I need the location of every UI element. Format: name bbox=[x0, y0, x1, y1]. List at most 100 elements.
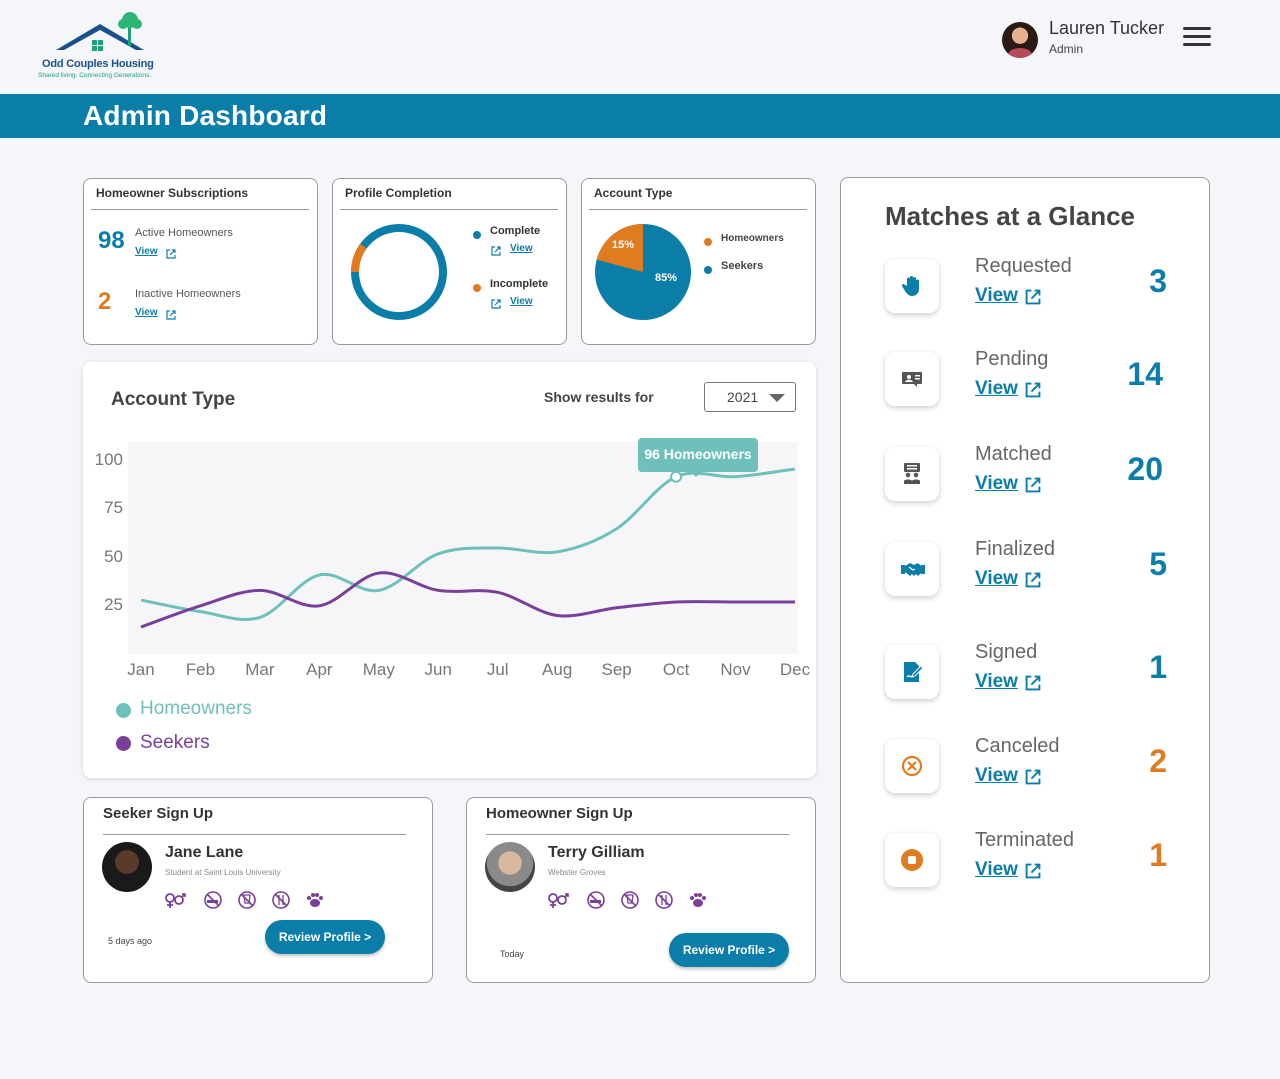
external-link-icon[interactable] bbox=[491, 299, 501, 309]
matched-view-link[interactable]: View bbox=[975, 473, 1018, 494]
hamburger-menu-icon[interactable] bbox=[1183, 27, 1211, 47]
brand-logo[interactable]: Odd Couples Housing Shared living. Conne… bbox=[38, 10, 168, 82]
homeowner-subscriptions-card: Homeowner Subscriptions 98 Active Homeow… bbox=[83, 178, 318, 345]
profile-completion-card: Profile Completion Complete View Incompl… bbox=[332, 178, 567, 345]
review-profile-button[interactable]: Review Profile > bbox=[265, 920, 385, 954]
avatar[interactable] bbox=[1002, 22, 1038, 58]
external-link-icon[interactable] bbox=[1025, 477, 1041, 493]
requested-view-link[interactable]: View bbox=[975, 285, 1018, 306]
show-results-label: Show results for bbox=[544, 389, 654, 405]
external-link-icon[interactable] bbox=[1025, 863, 1041, 879]
pie-homeowners-slice bbox=[596, 223, 643, 272]
y-tick-label: 25 bbox=[104, 594, 123, 614]
x-tick-label: Nov bbox=[720, 660, 751, 679]
account-type-card: Account Type 15% 85% Homeowners Seekers bbox=[581, 178, 816, 345]
x-tick-label: Dec bbox=[779, 660, 811, 679]
incomplete-view-link[interactable]: View bbox=[510, 296, 533, 307]
divider bbox=[103, 834, 406, 835]
homeowner-name: Terry Gilliam bbox=[548, 844, 645, 861]
match-label: Finalized bbox=[975, 538, 1056, 560]
divider bbox=[340, 209, 558, 210]
gender-icon bbox=[165, 893, 186, 908]
external-link-icon[interactable] bbox=[1025, 572, 1041, 588]
homeowners-series-label: Homeowners bbox=[140, 698, 252, 719]
divider bbox=[91, 209, 309, 210]
match-count: 5 bbox=[1149, 546, 1167, 582]
chevron-down-icon bbox=[769, 394, 785, 402]
active-homeowners-view-link[interactable]: View bbox=[135, 246, 158, 257]
terminated-view-link[interactable]: View bbox=[975, 859, 1018, 880]
canceled-view-link[interactable]: View bbox=[975, 765, 1018, 786]
external-link-icon[interactable] bbox=[1025, 769, 1041, 785]
matched-icon-tile[interactable] bbox=[885, 447, 939, 501]
match-row-finalized: Finalized View 5 bbox=[841, 538, 1211, 602]
signed-icon-tile[interactable] bbox=[885, 645, 939, 699]
card-title: Profile Completion bbox=[345, 186, 452, 200]
review-profile-button[interactable]: Review Profile > bbox=[669, 933, 789, 967]
external-link-icon[interactable] bbox=[166, 310, 176, 320]
x-tick-label: Sep bbox=[601, 660, 632, 679]
seekers-series-label: Seekers bbox=[140, 732, 210, 753]
signup-time: Today bbox=[500, 949, 525, 959]
user-role: Admin bbox=[1049, 42, 1084, 56]
canceled-icon-tile[interactable] bbox=[885, 739, 939, 793]
chart-title: Account Type bbox=[111, 389, 236, 410]
complete-label: Complete bbox=[490, 225, 541, 237]
x-tick-label: Aug bbox=[542, 660, 573, 679]
year-select[interactable]: 2021 bbox=[704, 382, 796, 412]
external-link-icon[interactable] bbox=[166, 249, 176, 259]
no-drugs-icon bbox=[655, 891, 673, 909]
external-link-icon[interactable] bbox=[1025, 382, 1041, 398]
homeowner-subtitle: Webster Groves bbox=[548, 868, 606, 877]
match-label: Signed bbox=[975, 641, 1038, 663]
no-drugs-icon bbox=[272, 891, 290, 909]
external-link-icon[interactable] bbox=[491, 246, 501, 256]
x-circle-icon bbox=[901, 755, 923, 777]
series-line-homeowners bbox=[140, 467, 796, 621]
seekers-legend-dot bbox=[704, 266, 712, 274]
year-select-value: 2021 bbox=[727, 389, 759, 405]
stop-icon bbox=[901, 849, 923, 871]
inactive-homeowners-view-link[interactable]: View bbox=[135, 307, 158, 318]
signed-view-link[interactable]: View bbox=[975, 671, 1018, 692]
pending-view-link[interactable]: View bbox=[975, 378, 1018, 399]
chat-person-icon bbox=[902, 372, 922, 387]
incomplete-label: Incomplete bbox=[490, 278, 549, 290]
signup-time: 5 days ago bbox=[108, 936, 153, 946]
profile-completion-donut bbox=[351, 224, 447, 320]
finalized-view-link[interactable]: View bbox=[975, 568, 1018, 589]
external-link-icon[interactable] bbox=[1025, 675, 1041, 691]
complete-view-link[interactable]: View bbox=[510, 243, 533, 254]
inactive-homeowners-label: Inactive Homeowners bbox=[135, 288, 241, 300]
finalized-icon-tile[interactable] bbox=[885, 542, 939, 596]
match-label: Requested bbox=[975, 255, 1072, 277]
pending-icon-tile[interactable] bbox=[885, 352, 939, 406]
paw-icon bbox=[307, 893, 323, 907]
matches-at-a-glance-panel: Matches at a Glance Requested View 3 Pen… bbox=[840, 177, 1210, 983]
avatar bbox=[485, 842, 535, 892]
active-homeowners-count: 98 bbox=[98, 227, 125, 254]
match-label: Matched bbox=[975, 443, 1052, 465]
seekers-series-dot bbox=[116, 736, 131, 751]
y-tick-label: 75 bbox=[104, 498, 123, 518]
requested-icon-tile[interactable] bbox=[885, 259, 939, 313]
seeker-signup-card: Seeker Sign Up Jane Lane Student at Sain… bbox=[83, 797, 433, 983]
title-bar: Admin Dashboard bbox=[0, 94, 1280, 138]
highlight-point[interactable] bbox=[670, 470, 683, 483]
homeowners-legend-dot bbox=[704, 238, 712, 246]
divider bbox=[486, 834, 789, 835]
match-count: 2 bbox=[1149, 743, 1167, 779]
seeker-name: Jane Lane bbox=[165, 844, 244, 861]
match-label: Terminated bbox=[975, 829, 1074, 851]
terminated-icon-tile[interactable] bbox=[885, 833, 939, 887]
series-line-seekers bbox=[140, 571, 795, 629]
external-link-icon[interactable] bbox=[1025, 289, 1041, 305]
x-tick-label: Mar bbox=[245, 660, 275, 679]
card-title: Seeker Sign Up bbox=[103, 805, 214, 822]
x-tick-label: May bbox=[362, 660, 395, 679]
donut-complete-segment bbox=[351, 224, 447, 320]
match-row-terminated: Terminated View 1 bbox=[841, 829, 1211, 893]
x-tick-label: Feb bbox=[185, 660, 216, 679]
active-homeowners-label: Active Homeowners bbox=[135, 227, 233, 239]
incomplete-legend-dot bbox=[473, 284, 481, 292]
